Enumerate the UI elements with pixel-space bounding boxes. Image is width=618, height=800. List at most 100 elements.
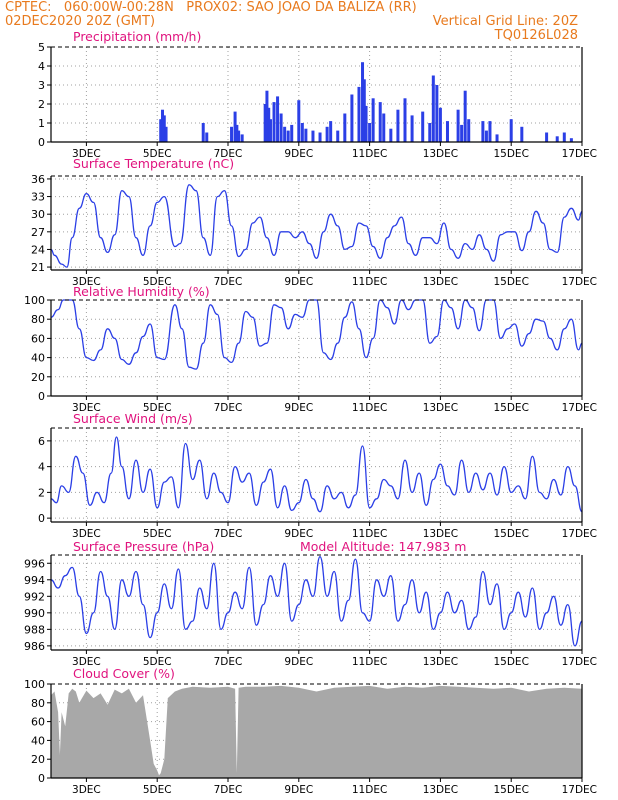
precip-bar [300, 123, 304, 142]
panel-0 [47, 46, 583, 146]
precip-bar [435, 85, 439, 142]
x-tick-label: 15DEC [493, 276, 528, 288]
header-datetime: 02DEC2020 20Z (GMT) [5, 14, 156, 29]
x-tick-label: 3DEC [72, 276, 101, 288]
x-tick-label: 7DEC [214, 402, 243, 414]
y-tick-label: 100 [24, 294, 45, 307]
x-tick-label: 13DEC [423, 784, 458, 796]
y-tick-label: 5 [38, 41, 45, 54]
panel-title: Surface Wind (m/s) [73, 411, 193, 426]
precip-bar [488, 121, 492, 142]
y-tick-label: 60 [31, 716, 45, 729]
x-tick-label: 5DEC [143, 784, 172, 796]
y-tick-label: 2 [38, 98, 45, 111]
y-tick-label: 21 [31, 261, 45, 274]
precip-bar [230, 126, 234, 142]
precip-bar [545, 132, 549, 142]
y-tick-label: 2 [38, 486, 45, 499]
panel-2 [47, 299, 583, 400]
precip-bar [460, 124, 464, 142]
x-tick-label: 9DEC [284, 148, 313, 160]
x-tick-label: 13DEC [423, 528, 458, 540]
precip-bar [555, 136, 559, 142]
panel-title: Cloud Cover (%) [73, 666, 175, 681]
panel-title: Relative Humidity (%) [73, 284, 210, 299]
y-tick-label: 36 [31, 173, 45, 186]
precip-bar [431, 75, 435, 142]
precip-bar [378, 102, 382, 142]
precip-bar [463, 90, 467, 142]
x-tick-label: 3DEC [72, 148, 101, 160]
precip-bar [279, 113, 283, 142]
precip-bar [267, 107, 271, 142]
x-tick-label: 15DEC [493, 528, 528, 540]
header-grid-line: Vertical Grid Line: 20Z [432, 14, 578, 29]
y-tick-label: 20 [31, 371, 45, 384]
precip-bar [263, 104, 267, 142]
panel-title: Precipitation (mm/h) [73, 29, 201, 44]
y-tick-label: 100 [24, 678, 45, 691]
y-tick-label: 20 [31, 753, 45, 766]
y-tick-label: 992 [24, 590, 45, 603]
x-tick-label: 7DEC [214, 276, 243, 288]
precip-bar [396, 109, 400, 142]
y-tick-label: 1 [38, 117, 45, 130]
precip-bar [428, 123, 432, 142]
precip-bar [364, 105, 368, 142]
precip-bar [357, 86, 361, 142]
x-tick-label: 11DEC [352, 148, 387, 160]
precip-bar [205, 132, 209, 142]
cloud-area [51, 685, 582, 778]
y-tick-label: 0 [38, 772, 45, 785]
x-tick-label: 17DEC [562, 656, 597, 668]
precip-bar [164, 126, 168, 142]
x-tick-label: 7DEC [214, 784, 243, 796]
header-model-id: TQ0126L028 [494, 28, 578, 43]
precip-bar [361, 62, 365, 143]
panel-3 [47, 427, 583, 526]
y-tick-label: 40 [31, 352, 45, 365]
precip-bar [562, 132, 566, 142]
precip-bar [382, 113, 386, 142]
precip-bar [283, 126, 287, 142]
x-tick-label: 9DEC [284, 276, 313, 288]
precip-bar [290, 124, 294, 142]
precip-bar [456, 109, 460, 142]
precip-bar [362, 79, 366, 142]
series-line [50, 436, 583, 513]
x-tick-label: 3DEC [72, 656, 101, 668]
y-tick-label: 0 [38, 390, 45, 403]
y-tick-label: 988 [24, 623, 45, 636]
precip-bar [272, 102, 276, 142]
x-tick-label: 17DEC [562, 528, 597, 540]
header-station: CPTEC: 060:00W-00:28N PROX02: SAO JOAO D… [5, 0, 417, 15]
x-tick-label: 11DEC [352, 784, 387, 796]
precip-bar [569, 138, 573, 142]
y-tick-label: 3 [38, 79, 45, 92]
precip-bar [329, 121, 333, 142]
x-tick-label: 7DEC [214, 528, 243, 540]
precip-bar [368, 123, 372, 142]
y-tick-label: 80 [31, 697, 45, 710]
y-tick-label: 996 [24, 557, 45, 570]
precip-bar [237, 130, 241, 142]
precip-bar [336, 130, 340, 142]
y-tick-label: 986 [24, 640, 45, 653]
model-altitude: Model Altitude: 147.983 m [300, 539, 466, 554]
series-line [50, 184, 583, 268]
series-line [50, 299, 583, 370]
precip-bar [325, 126, 329, 142]
precip-bar [481, 121, 485, 142]
x-tick-label: 15DEC [493, 656, 528, 668]
precip-bar [403, 98, 407, 142]
y-tick-label: 0 [38, 512, 45, 525]
precip-bar [235, 124, 239, 142]
precip-bar [162, 115, 166, 142]
x-tick-label: 3DEC [72, 784, 101, 796]
precip-bar [201, 123, 205, 142]
x-tick-label: 5DEC [143, 276, 172, 288]
x-tick-label: 17DEC [562, 402, 597, 414]
panel-1 [47, 175, 583, 274]
series-line [50, 556, 583, 647]
